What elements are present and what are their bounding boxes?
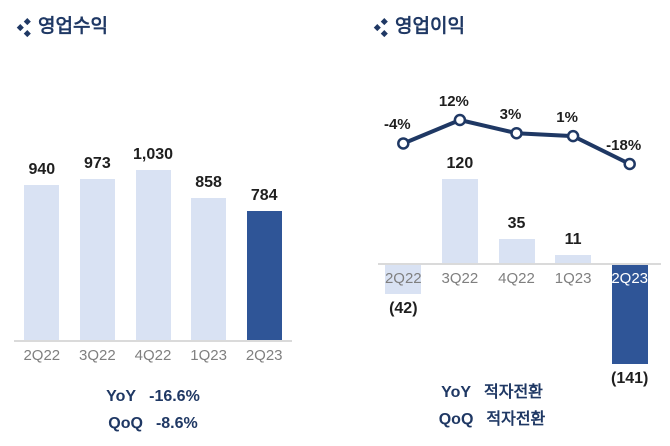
value-label-2Q22: (42) bbox=[389, 300, 418, 318]
line-marker-2Q23 bbox=[623, 157, 636, 171]
profit-qoq-label: QoQ bbox=[438, 411, 474, 428]
bar-4Q22 bbox=[135, 170, 171, 340]
profit-bar-line-chart: (42) 2Q22 120 3Q22 35 4Q22 11 1Q23 (141) 2Q23 -4% 1… bbox=[378, 90, 661, 390]
value-label-2Q22: 940 bbox=[28, 160, 56, 178]
bar-3Q22 bbox=[79, 179, 115, 340]
bar-1Q23 bbox=[555, 255, 592, 263]
profit-yoy-label: YoY bbox=[441, 384, 472, 401]
bar-2Q23 bbox=[246, 210, 282, 340]
category-label-2Q23: 2Q23 bbox=[611, 270, 649, 287]
bar-2Q22 bbox=[24, 184, 60, 340]
category-label-4Q22: 4Q22 bbox=[498, 270, 535, 287]
line-marker-2Q22 bbox=[397, 137, 410, 150]
revenue-qoq-value: -8.6% bbox=[155, 415, 198, 432]
value-label-4Q22: 1,030 bbox=[132, 146, 174, 164]
revenue-qoq-row: QoQ -8.6% bbox=[14, 410, 292, 437]
value-label-2Q23: 784 bbox=[250, 186, 278, 204]
chart-title-revenue: 영업수익 bbox=[38, 16, 108, 37]
revenue-yoy-value: -16.6% bbox=[149, 388, 200, 405]
bar-1Q23 bbox=[191, 198, 227, 340]
value-label-3Q22: 120 bbox=[446, 155, 474, 172]
value-label-2Q23: (141) bbox=[611, 369, 649, 387]
category-label-1Q23: 1Q23 bbox=[554, 270, 592, 287]
value-label-3Q22: 973 bbox=[84, 155, 111, 173]
bar-4Q22 bbox=[498, 238, 535, 263]
category-label-3Q22: 3Q22 bbox=[79, 347, 116, 364]
line-label-2Q23: -18% bbox=[606, 137, 642, 154]
profit-yoy-row: YoY 적자전환 bbox=[378, 379, 606, 406]
section-bullet-icon bbox=[17, 17, 31, 37]
profit-title-row: 영업이익 bbox=[374, 15, 465, 39]
value-label-1Q23: 858 bbox=[195, 174, 222, 192]
category-label-2Q22: 2Q22 bbox=[23, 347, 61, 364]
revenue-yoy-label: YoY bbox=[106, 388, 137, 405]
revenue-title-row: 영업수익 bbox=[17, 15, 108, 39]
bar-3Q22 bbox=[441, 179, 478, 263]
revenue-bar-chart: 940 2Q22 973 3Q22 1,030 4Q22 858 1Q23 784 2Q23 bbox=[14, 146, 292, 390]
bar-2Q23 bbox=[611, 265, 648, 364]
line-marker-3Q22 bbox=[453, 113, 467, 127]
line-marker-1Q23 bbox=[566, 129, 580, 143]
growth-rate-line bbox=[397, 113, 636, 171]
bar-2Q22 bbox=[385, 265, 422, 295]
revenue-yoy-row: YoY -16.6% bbox=[14, 383, 292, 410]
profit-qoq-row: QoQ 적자전환 bbox=[378, 406, 606, 433]
value-label-1Q23: 11 bbox=[564, 231, 582, 249]
x-axis-line bbox=[14, 340, 292, 342]
category-label-2Q22: 2Q22 bbox=[384, 270, 422, 287]
category-label-1Q23: 1Q23 bbox=[190, 347, 227, 364]
profit-summary: YoY 적자전환 QoQ 적자전환 bbox=[378, 379, 606, 433]
revenue-qoq-label: QoQ bbox=[108, 415, 143, 432]
line-label-3Q22: 12% bbox=[438, 92, 469, 110]
chart-title-profit: 영업이익 bbox=[395, 16, 465, 37]
value-label-4Q22: 35 bbox=[507, 214, 526, 232]
category-label-4Q22: 4Q22 bbox=[134, 347, 172, 364]
revenue-summary: YoY -16.6% QoQ -8.6% bbox=[14, 383, 292, 437]
section-bullet-icon bbox=[374, 17, 388, 37]
line-label-2Q22: -4% bbox=[383, 116, 411, 134]
category-label-2Q23: 2Q23 bbox=[245, 347, 283, 364]
line-label-4Q22: 3% bbox=[499, 106, 522, 124]
profit-qoq-value: 적자전환 bbox=[486, 411, 546, 428]
line-marker-4Q22 bbox=[510, 126, 523, 140]
line-label-1Q23: 1% bbox=[556, 109, 578, 127]
x-axis-line bbox=[378, 263, 661, 265]
category-label-3Q22: 3Q22 bbox=[441, 270, 479, 287]
profit-yoy-value: 적자전환 bbox=[484, 384, 543, 401]
